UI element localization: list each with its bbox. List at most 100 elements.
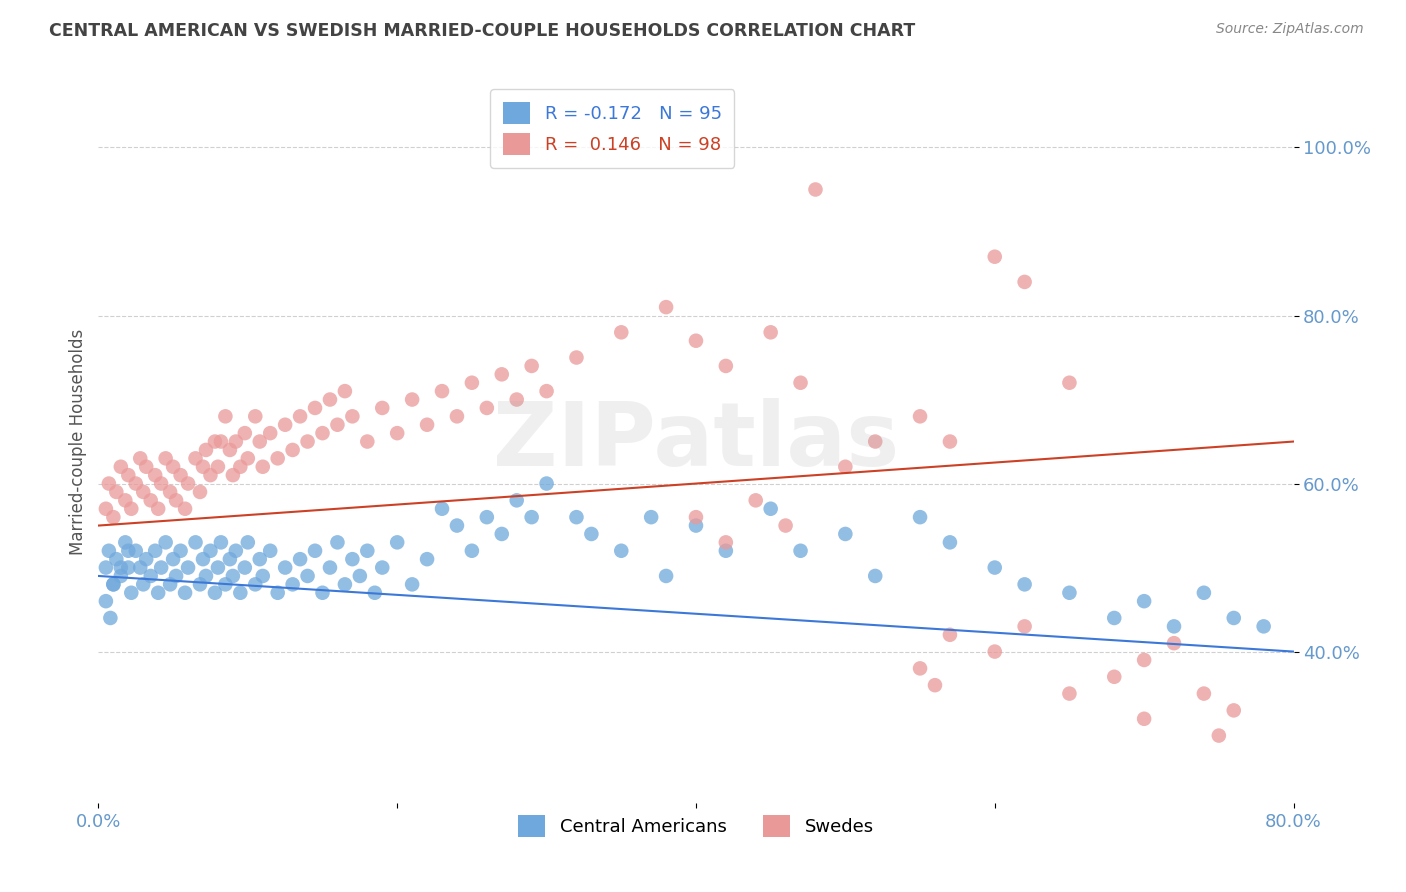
Point (148, 586, 170, 600)
Point (356, 543, 378, 558)
Point (117, 543, 139, 558)
Point (97, 543, 120, 558)
Point (939, 628, 962, 642)
Point (655, 300, 678, 314)
Point (229, 459, 252, 474)
Point (655, 569, 678, 583)
Point (207, 560, 229, 574)
Point (304, 401, 326, 415)
Point (148, 501, 170, 516)
Point (132, 577, 155, 591)
Point (371, 560, 394, 574)
Point (229, 586, 252, 600)
Point (249, 552, 271, 566)
Point (159, 577, 181, 591)
Point (219, 552, 242, 566)
Text: Source: ZipAtlas.com: Source: ZipAtlas.com (1216, 22, 1364, 37)
Point (162, 552, 184, 566)
Point (288, 552, 311, 566)
Point (506, 392, 529, 407)
Point (219, 442, 242, 457)
Point (984, 560, 1007, 574)
Point (333, 577, 356, 591)
Point (259, 543, 281, 558)
Point (1192, 687, 1215, 701)
Point (200, 543, 222, 558)
Point (177, 560, 200, 574)
Point (775, 518, 797, 533)
Point (129, 451, 152, 466)
Point (233, 426, 256, 441)
Point (110, 459, 132, 474)
Point (640, 510, 662, 524)
Point (110, 569, 132, 583)
Point (1223, 611, 1246, 625)
Point (225, 434, 247, 449)
Point (520, 359, 543, 373)
Point (1223, 703, 1246, 717)
Point (565, 510, 588, 524)
Point (120, 586, 142, 600)
Point (461, 376, 484, 390)
Point (536, 476, 558, 491)
Point (385, 426, 409, 441)
Point (200, 468, 222, 483)
Point (908, 510, 931, 524)
Point (165, 569, 187, 583)
Point (155, 451, 177, 466)
Point (297, 434, 319, 449)
Point (1014, 275, 1036, 289)
Point (236, 535, 259, 549)
Point (162, 459, 184, 474)
Point (356, 434, 378, 449)
Point (311, 586, 333, 600)
Point (267, 586, 290, 600)
Point (94, 594, 117, 608)
Point (125, 476, 148, 491)
Point (94, 501, 117, 516)
Point (97, 476, 120, 491)
Point (281, 442, 304, 457)
Point (1059, 687, 1081, 701)
Text: ZIPatlas: ZIPatlas (494, 398, 898, 485)
Point (685, 518, 707, 533)
Point (105, 552, 128, 566)
Point (565, 351, 588, 365)
Point (1192, 586, 1215, 600)
Point (430, 384, 453, 398)
Point (610, 326, 633, 340)
Point (714, 535, 737, 549)
Point (610, 543, 633, 558)
Point (371, 401, 394, 415)
Point (1059, 586, 1081, 600)
Point (364, 586, 387, 600)
Point (401, 392, 423, 407)
Point (1163, 619, 1185, 633)
Point (94, 560, 117, 574)
Point (416, 417, 439, 432)
Point (169, 468, 191, 483)
Point (304, 543, 326, 558)
Point (333, 384, 356, 398)
Y-axis label: Married-couple Households: Married-couple Households (69, 328, 87, 555)
Point (143, 543, 166, 558)
Point (233, 560, 256, 574)
Point (155, 535, 177, 549)
Point (834, 459, 856, 474)
Point (249, 434, 271, 449)
Point (759, 501, 782, 516)
Point (714, 543, 737, 558)
Point (446, 518, 468, 533)
Point (120, 501, 142, 516)
Point (1163, 636, 1185, 650)
Point (1133, 712, 1156, 726)
Point (177, 476, 200, 491)
Point (132, 485, 155, 500)
Point (520, 510, 543, 524)
Point (103, 577, 125, 591)
Point (222, 468, 245, 483)
Point (581, 527, 603, 541)
Point (506, 493, 529, 508)
Point (225, 543, 247, 558)
Point (209, 535, 232, 549)
